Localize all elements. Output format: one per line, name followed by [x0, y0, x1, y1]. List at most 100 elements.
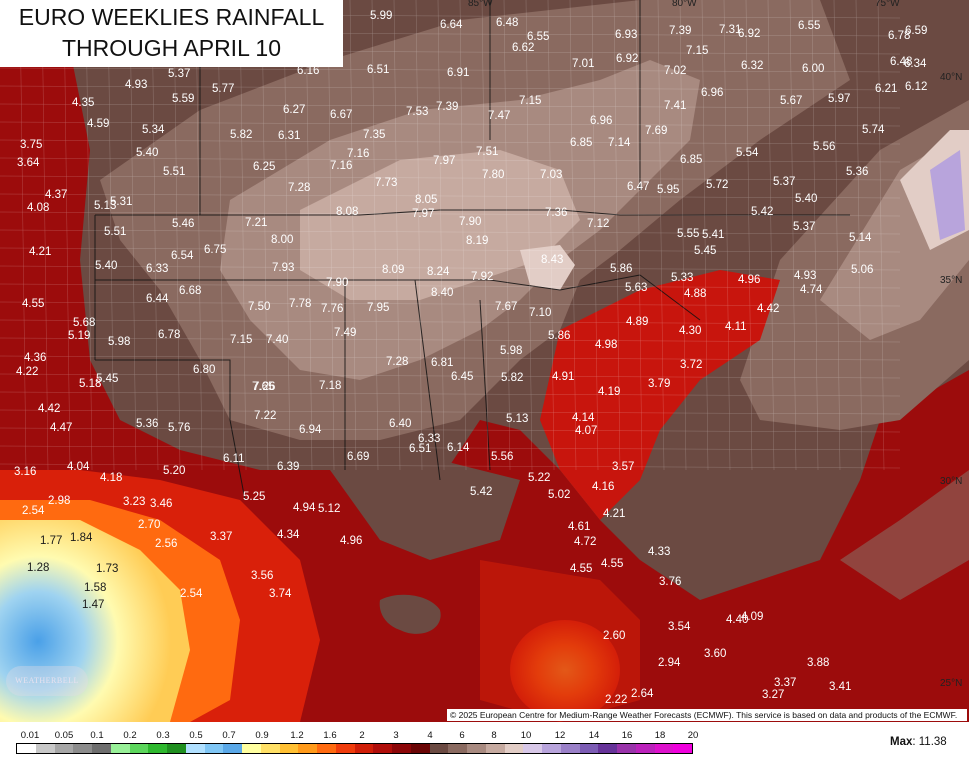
rainfall-value-label: 7.92 — [471, 271, 493, 283]
rainfall-value-label: 6.39 — [277, 461, 299, 473]
rainfall-value-label: 5.45 — [694, 245, 716, 257]
rainfall-value-label: 3.79 — [648, 378, 670, 390]
title-line-1: EURO WEEKLIES RAINFALL — [18, 4, 325, 30]
rainfall-value-label: 5.82 — [501, 372, 523, 384]
rainfall-value-label: 5.13 — [94, 200, 116, 212]
legend-tick-label: 4 — [427, 730, 433, 741]
rainfall-value-label: 5.02 — [548, 489, 570, 501]
legend-swatch — [617, 744, 636, 753]
rainfall-value-label: 6.48 — [496, 17, 518, 29]
rainfall-value-label: 7.78 — [289, 298, 311, 310]
legend-swatch — [598, 744, 617, 753]
rainfall-value-label: 6.54 — [171, 250, 194, 262]
rainfall-value-label: 6.92 — [616, 53, 638, 65]
rainfall-value-label: 1.58 — [84, 582, 106, 594]
rainfall-value-label: 4.93 — [125, 79, 147, 91]
rainfall-value-label: 7.73 — [375, 177, 397, 189]
rainfall-value-label: 6.69 — [347, 451, 369, 463]
rainfall-value-label: 7.97 — [412, 208, 434, 220]
rainfall-value-label: 5.22 — [528, 472, 550, 484]
rainfall-value-label: 7.90 — [326, 277, 348, 289]
rainfall-value-label: 5.33 — [671, 272, 693, 284]
rainfall-value-label: 8.43 — [541, 254, 563, 266]
rainfall-value-label: 5.63 — [625, 282, 647, 294]
rainfall-value-label: 7.53 — [406, 106, 428, 118]
legend-swatch — [542, 744, 561, 753]
legend-tick-label: 2 — [359, 730, 365, 741]
lat-label-30: 30°N — [940, 476, 962, 487]
rainfall-value-label: 2.94 — [658, 657, 681, 669]
rainfall-value-label: 5.20 — [163, 465, 185, 477]
legend-swatch — [298, 744, 317, 753]
rainfall-value-label: 2.54 — [22, 505, 45, 517]
rainfall-value-label: 5.41 — [702, 229, 724, 241]
rainfall-value-label: 7.03 — [540, 169, 562, 181]
rainfall-value-label: 6.75 — [204, 244, 226, 256]
rainfall-value-label: 2.56 — [155, 538, 177, 550]
rainfall-value-label: 4.89 — [626, 316, 648, 328]
rainfall-value-label: 7.28 — [288, 182, 310, 194]
legend-tick-label: 16 — [621, 730, 633, 741]
rainfall-value-label: 7.51 — [476, 146, 498, 158]
rainfall-value-label: 4.47 — [50, 422, 72, 434]
rainfall-value-label: 7.65 — [252, 381, 274, 393]
rainfall-value-label: 4.14 — [572, 412, 595, 424]
rainfall-value-label: 8.24 — [427, 266, 450, 278]
legend-swatch — [354, 744, 374, 753]
rainfall-value-label: 7.16 — [347, 148, 369, 160]
rainfall-value-label: 6.96 — [590, 115, 612, 127]
rainfall-value-label: 5.19 — [68, 330, 90, 342]
rainfall-value-label: 4.91 — [552, 371, 574, 383]
rainfall-value-label: 7.15 — [230, 334, 252, 346]
rainfall-value-label: 3.54 — [668, 621, 691, 633]
rainfall-value-label: 6.11 — [223, 453, 245, 465]
rainfall-value-label: 5.40 — [795, 193, 817, 205]
rainfall-value-label: 5.77 — [212, 83, 234, 95]
rainfall-value-label: 8.00 — [271, 234, 293, 246]
rainfall-value-label: 5.34 — [142, 124, 165, 136]
rainfall-value-label: 5.46 — [172, 218, 194, 230]
rainfall-value-label: 7.95 — [367, 302, 389, 314]
rainfall-value-label: 2.22 — [605, 694, 627, 706]
rainfall-value-label: 4.42 — [38, 403, 60, 415]
rainfall-value-label: 3.60 — [704, 648, 726, 660]
rainfall-value-label: 4.30 — [679, 325, 701, 337]
rainfall-value-label: 4.11 — [725, 321, 747, 333]
rainfall-value-label: 4.33 — [648, 546, 670, 558]
rainfall-value-label: 8.08 — [336, 206, 358, 218]
rainfall-value-label: 3.37 — [210, 531, 232, 543]
rainfall-value-label: 6.93 — [615, 29, 637, 41]
rainfall-value-label: 4.09 — [741, 611, 763, 623]
rainfall-value-label: 2.98 — [48, 495, 70, 507]
rainfall-value-label: 4.55 — [22, 298, 44, 310]
rainfall-value-label: 5.98 — [500, 345, 522, 357]
legend-swatch — [167, 744, 186, 753]
rainfall-value-label: 6.45 — [451, 371, 473, 383]
rainfall-value-label: 7.80 — [482, 169, 504, 181]
weatherbell-logo: WEATHERBELL — [6, 666, 88, 696]
lon-label-85: 85°W — [468, 0, 493, 9]
rainfall-value-label: 4.96 — [738, 274, 760, 286]
rainfall-value-label: 6.00 — [802, 63, 824, 75]
rainfall-value-label: 2.70 — [138, 519, 160, 531]
max-label: Max — [890, 736, 913, 748]
rainfall-value-label: 7.28 — [386, 356, 408, 368]
rainfall-value-label: 7.12 — [587, 218, 609, 230]
legend-tick-label: 0.5 — [189, 730, 203, 741]
rainfall-value-label: 5.82 — [230, 129, 252, 141]
rainfall-value-label: 6.78 — [158, 329, 180, 341]
rainfall-value-label: 4.96 — [340, 535, 362, 547]
legend-swatch — [335, 744, 355, 753]
rainfall-value-label: 5.45 — [96, 373, 118, 385]
rainfall-value-label: 6.16 — [297, 65, 319, 77]
rainfall-value-label: 5.76 — [168, 422, 190, 434]
rainfall-value-label: 4.04 — [67, 461, 90, 473]
rainfall-value-label: 7.35 — [363, 129, 385, 141]
rainfall-value-label: 7.90 — [459, 216, 481, 228]
rainfall-value-label: 7.14 — [608, 137, 631, 149]
legend-tick-label: 1.2 — [290, 730, 304, 741]
legend-tick-label: 0.7 — [222, 730, 236, 741]
rainfall-value-label: 4.16 — [592, 481, 614, 493]
rainfall-value-label: 6.85 — [570, 137, 592, 149]
rainfall-value-label: 2.64 — [631, 688, 654, 700]
